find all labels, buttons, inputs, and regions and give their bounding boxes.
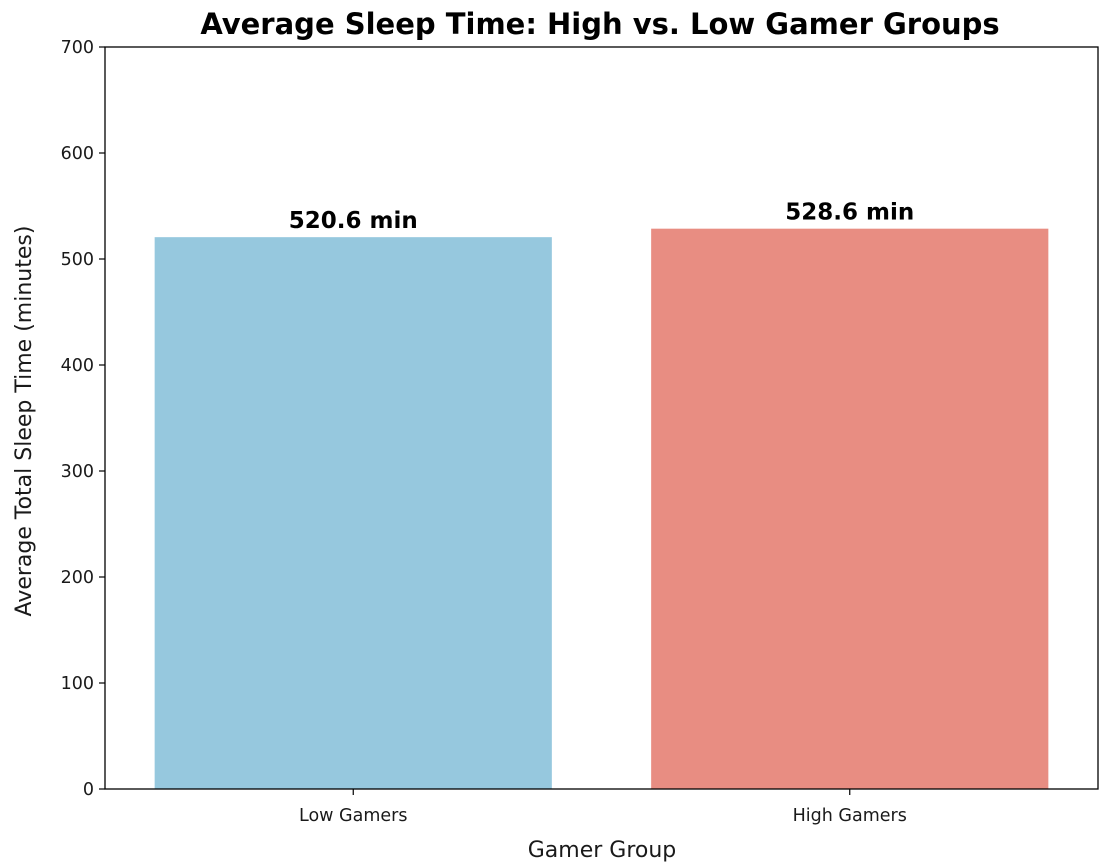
y-tick-label: 600 [61,144,94,164]
plot-area-frame [104,46,1099,790]
bar-low-gamers [154,237,552,789]
y-tick-label: 300 [61,462,94,482]
data-label: 528.6 min [785,200,914,226]
y-tick-label: 0 [83,780,94,800]
y-tick-label: 500 [61,250,94,270]
bars-layer [154,228,1049,789]
x-axis-label: Gamer Group [528,838,677,863]
data-labels-layer: 520.6 min 528.6 min [289,200,914,234]
x-tick-label: Low Gamers [299,806,407,826]
bar-high-gamers [651,228,1049,789]
y-axis-ticks: 0 100 200 300 400 500 600 700 [61,38,105,800]
y-tick-label: 100 [61,674,94,694]
x-tick-label: High Gamers [793,806,907,826]
y-tick-label: 700 [61,38,94,58]
data-label: 520.6 min [289,208,418,234]
chart-title: Average Sleep Time: High vs. Low Gamer G… [200,7,999,41]
y-axis-label: Average Total Sleep Time (minutes) [12,226,37,617]
x-axis-ticks: Low Gamers High Gamers [299,789,907,826]
y-tick-label: 200 [61,568,94,588]
y-tick-label: 400 [61,356,94,376]
